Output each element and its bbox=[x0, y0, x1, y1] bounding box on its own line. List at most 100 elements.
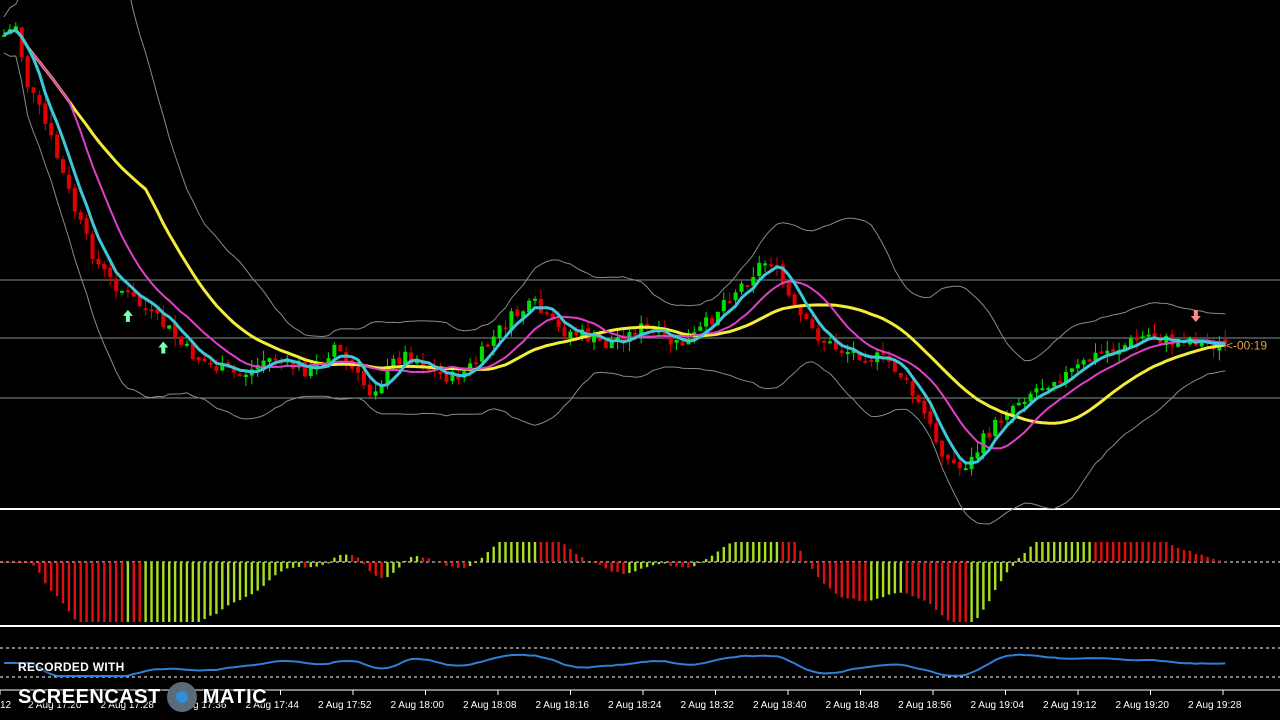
candle-body bbox=[361, 370, 366, 386]
candle-body bbox=[179, 336, 183, 345]
histogram-bar bbox=[1053, 542, 1056, 562]
histogram-bar bbox=[368, 562, 371, 572]
candle-body bbox=[84, 218, 89, 234]
candle bbox=[19, 26, 24, 63]
histogram-bar bbox=[1035, 542, 1038, 562]
candle-body bbox=[202, 358, 207, 362]
candle bbox=[922, 398, 927, 420]
upper-band bbox=[3, 0, 1226, 362]
candle-body bbox=[957, 461, 962, 469]
histogram-bar bbox=[468, 562, 472, 566]
histogram-bar bbox=[675, 562, 678, 567]
histogram-bar bbox=[221, 562, 224, 610]
histogram-bar bbox=[1112, 542, 1115, 562]
histogram-bar bbox=[557, 542, 560, 562]
histogram-bar bbox=[822, 562, 826, 584]
histogram-bar bbox=[905, 562, 908, 594]
candle bbox=[763, 260, 768, 273]
candle-body bbox=[592, 334, 596, 343]
candle bbox=[438, 362, 443, 379]
candle-body bbox=[415, 360, 419, 364]
candle bbox=[2, 29, 6, 37]
buy-arrow-icon bbox=[158, 341, 169, 354]
histogram-bar bbox=[805, 560, 808, 562]
candle-body bbox=[1028, 393, 1033, 402]
candle-body bbox=[391, 358, 396, 368]
histogram-bar bbox=[645, 562, 649, 568]
candle-body bbox=[96, 258, 101, 265]
histogram-bar bbox=[339, 554, 342, 562]
candle-body bbox=[1105, 350, 1110, 354]
histogram-bar bbox=[858, 562, 861, 601]
candle-body bbox=[1069, 368, 1074, 373]
histogram-bar bbox=[114, 562, 118, 622]
time-label: 2 Aug 18:00 bbox=[391, 700, 445, 711]
candle-body bbox=[1128, 338, 1133, 347]
histogram-bar bbox=[274, 562, 277, 576]
candle-body bbox=[786, 283, 791, 296]
histogram-bar bbox=[923, 562, 926, 601]
histogram-bar bbox=[433, 560, 436, 562]
histogram-bar bbox=[1100, 542, 1103, 562]
histogram-bar bbox=[1176, 547, 1180, 562]
candle bbox=[833, 333, 838, 352]
candle-body bbox=[757, 262, 762, 276]
candle bbox=[999, 413, 1004, 429]
candle bbox=[562, 320, 567, 341]
candle bbox=[37, 90, 42, 115]
candle-body bbox=[1040, 388, 1045, 391]
candle bbox=[639, 315, 644, 344]
candle-body bbox=[869, 359, 874, 362]
histogram-bar bbox=[380, 562, 383, 579]
candle-body bbox=[214, 366, 219, 372]
histogram-bar bbox=[415, 556, 419, 562]
candle-body bbox=[1140, 336, 1145, 339]
histogram-bar bbox=[398, 562, 401, 568]
histogram-bar bbox=[1005, 562, 1009, 573]
candle bbox=[946, 453, 950, 465]
candle-body bbox=[910, 381, 915, 396]
candle bbox=[125, 286, 130, 298]
candle-body bbox=[1064, 372, 1068, 383]
candle-body bbox=[1016, 402, 1021, 406]
histogram-bar bbox=[586, 560, 590, 562]
candle-body bbox=[332, 344, 337, 357]
histogram-bar bbox=[345, 554, 348, 562]
candle-body bbox=[993, 419, 998, 437]
current-price-label: <-00:19 bbox=[1226, 338, 1267, 352]
histogram-bar bbox=[1141, 542, 1144, 562]
candle-body bbox=[1087, 359, 1092, 362]
histogram-bar bbox=[651, 562, 655, 566]
candle-body bbox=[243, 374, 248, 377]
candle bbox=[698, 321, 703, 332]
histogram-bar bbox=[120, 562, 124, 622]
histogram-bar bbox=[917, 562, 920, 599]
candle bbox=[397, 351, 402, 373]
candle-body bbox=[674, 339, 679, 343]
histogram-bar bbox=[203, 562, 206, 620]
histogram-bar bbox=[935, 562, 938, 610]
candle-body bbox=[1199, 339, 1204, 347]
candle-body bbox=[314, 363, 319, 369]
histogram-bar bbox=[734, 542, 737, 562]
candle-body bbox=[49, 122, 54, 136]
candle bbox=[568, 328, 573, 346]
time-label: 2 Aug 17:36 bbox=[173, 700, 227, 711]
candle bbox=[1182, 332, 1186, 348]
candle-body bbox=[55, 134, 60, 159]
candle bbox=[361, 368, 366, 389]
histogram-bar bbox=[185, 562, 189, 622]
histogram-bar bbox=[1153, 542, 1156, 562]
candle bbox=[1087, 357, 1092, 362]
histogram-bar bbox=[1171, 545, 1174, 562]
histogram-bar bbox=[704, 559, 708, 562]
histogram-bar bbox=[303, 562, 307, 568]
candle-body bbox=[161, 314, 166, 328]
candle bbox=[84, 214, 89, 241]
candle bbox=[373, 381, 378, 400]
histogram-bar bbox=[138, 562, 141, 622]
candle bbox=[957, 457, 962, 477]
candle-body bbox=[397, 357, 402, 365]
histogram-bar bbox=[321, 562, 324, 565]
histogram-bar bbox=[291, 562, 295, 568]
